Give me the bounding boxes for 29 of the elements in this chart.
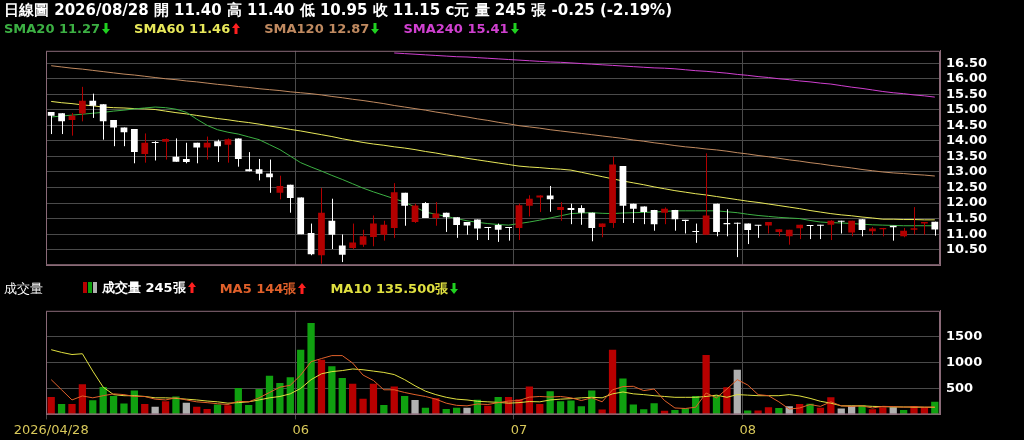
chart-title: 成交量 [4, 279, 43, 297]
x-tick-label: 2026/04/28 [13, 421, 89, 437]
text: SMA120 12.87 [264, 21, 370, 36]
text: MA10 135.500張 [330, 280, 449, 296]
y-tick-label: 12.50 [946, 178, 988, 194]
text: SMA20 11.27 [4, 21, 101, 36]
y-tick-label: 11.50 [946, 209, 988, 225]
y-tick-label: 10.50 [946, 241, 988, 257]
y-tick-label: 14.50 [946, 116, 988, 132]
y-tick-label: 1500 [946, 328, 983, 344]
y-tick-label: 16.00 [946, 70, 988, 86]
y-tick-label: 12.00 [946, 194, 988, 210]
y-tick-label: 13.50 [946, 147, 988, 163]
x-tick-label: 06 [292, 421, 309, 437]
text: MA5 144張 [219, 280, 297, 296]
series-label: SMA240 15.41 [403, 21, 509, 36]
y-tick-label: 500 [946, 379, 974, 395]
y-tick-label: 16.50 [946, 54, 988, 70]
y-tick-label: 1000 [946, 353, 983, 369]
y-tick-label: 14.00 [946, 132, 988, 148]
y-tick-label: 11.00 [946, 225, 988, 241]
y-tick-label: 15.00 [946, 101, 988, 117]
y-tick-label: 13.00 [946, 163, 988, 179]
x-tick-label: 08 [739, 421, 756, 437]
chart-title: 日線圖 2026/08/28 開 11.40 高 11.40 低 10.95 收 11.15 c元 量 245 張 -0.25 (-2.19%) [4, 0, 673, 20]
y-tick-label: 15.50 [946, 85, 988, 101]
x-tick-label: 07 [510, 421, 528, 437]
text: SMA60 11.46 [134, 21, 231, 36]
legend-label: 成交量 245張 [102, 280, 186, 295]
